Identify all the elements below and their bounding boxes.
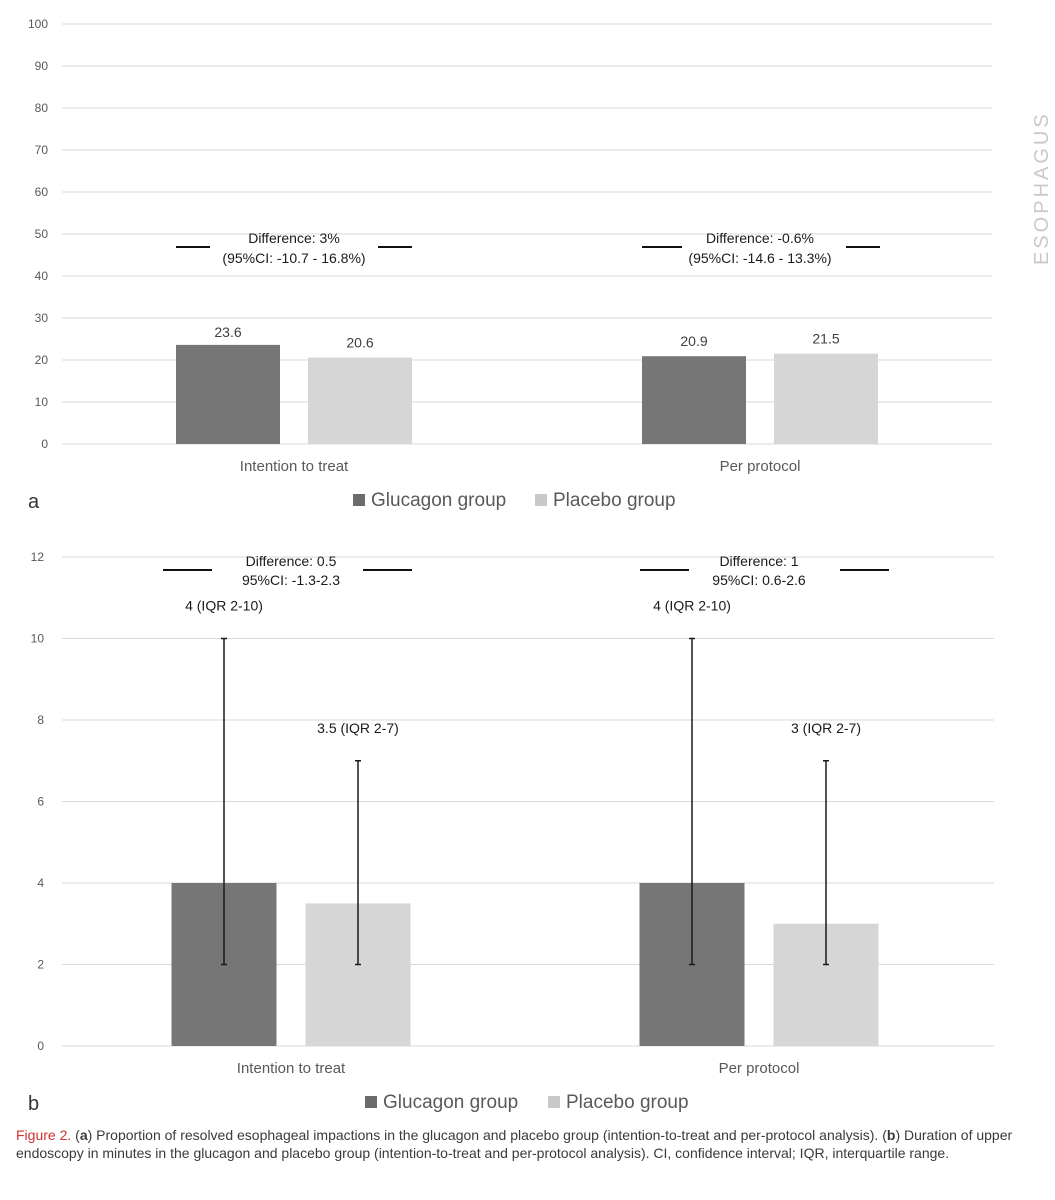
data-label: 3.5 (IQR 2-7): [317, 720, 399, 736]
y-tick-label: 80: [35, 101, 49, 115]
ci-label: 95%CI: 0.6-2.6: [712, 572, 806, 588]
caption-text-a: ) Proportion of resolved esophageal impa…: [87, 1127, 887, 1143]
legend-label: Glucagon group: [371, 490, 506, 511]
legend-swatch: [535, 494, 547, 506]
x-category-label: Intention to treat: [240, 458, 349, 475]
x-category-label: Per protocol: [720, 458, 801, 475]
data-label: 20.6: [346, 334, 373, 350]
bar: [308, 357, 412, 444]
y-tick-label: 10: [35, 395, 49, 409]
data-label: 21.5: [812, 331, 839, 347]
bar: [774, 353, 878, 444]
y-tick-label: 10: [31, 632, 45, 646]
y-tick-label: 60: [35, 185, 49, 199]
difference-label: Difference: 0.5: [246, 553, 337, 569]
legend-swatch: [548, 1096, 560, 1108]
y-tick-label: 0: [41, 437, 48, 451]
y-tick-label: 20: [35, 353, 49, 367]
x-category-label: Per protocol: [719, 1060, 800, 1077]
y-tick-label: 4: [37, 876, 44, 890]
legend-label: Placebo group: [566, 1092, 689, 1113]
y-tick-label: 8: [37, 713, 44, 727]
y-tick-label: 6: [37, 795, 44, 809]
ci-label: (95%CI: -14.6 - 13.3%): [688, 250, 831, 266]
panel-b-chart: 0 2 4 6 8 10 12 Intention to treat Per protocol 4…: [28, 550, 994, 1115]
data-label: 20.9: [680, 333, 707, 349]
ci-label: 95%CI: -1.3-2.3: [242, 572, 340, 588]
y-tick-label: 100: [28, 17, 48, 31]
x-category-label: Intention to treat: [237, 1060, 346, 1077]
side-section-label: ESOPHAGUS: [1031, 111, 1053, 265]
ci-label: (95%CI: -10.7 - 16.8%): [222, 250, 365, 266]
legend-label: Glucagon group: [383, 1092, 518, 1113]
panel-label: b: [28, 1093, 39, 1115]
y-tick-label: 90: [35, 59, 49, 73]
data-label: 4 (IQR 2-10): [653, 598, 731, 614]
caption-bold-b: b: [886, 1127, 896, 1143]
data-label: 3 (IQR 2-7): [791, 720, 861, 736]
bar: [176, 344, 280, 444]
caption-figure-label: Figure 2.: [16, 1127, 72, 1143]
difference-label: Difference: 3%: [248, 230, 340, 246]
figure-caption: Figure 2. (a) Proportion of resolved eso…: [16, 1127, 1013, 1161]
y-tick-label: 30: [35, 311, 49, 325]
panel-label: a: [28, 491, 40, 513]
y-tick-label: 40: [35, 269, 49, 283]
difference-label: Difference: -0.6%: [706, 230, 814, 246]
caption-bold-a: a: [79, 1127, 88, 1143]
y-tick-label: 12: [31, 550, 45, 564]
legend-swatch: [365, 1096, 377, 1108]
data-label: 4 (IQR 2-10): [185, 598, 263, 614]
legend-label: Placebo group: [553, 490, 676, 511]
legend-swatch: [353, 494, 365, 506]
panel-a-chart: 0 10 20 30 40 50 60 70 80 90 100 Intention to treat…: [28, 17, 992, 513]
y-tick-label: 70: [35, 143, 49, 157]
y-tick-label: 2: [37, 958, 44, 972]
difference-label: Difference: 1: [719, 553, 798, 569]
bar: [642, 356, 746, 444]
y-tick-label: 50: [35, 227, 49, 241]
data-label: 23.6: [214, 324, 241, 340]
y-tick-label: 0: [37, 1039, 44, 1053]
caption-text-b: ) Duration of upper endoscopy in minutes…: [16, 1127, 1013, 1161]
